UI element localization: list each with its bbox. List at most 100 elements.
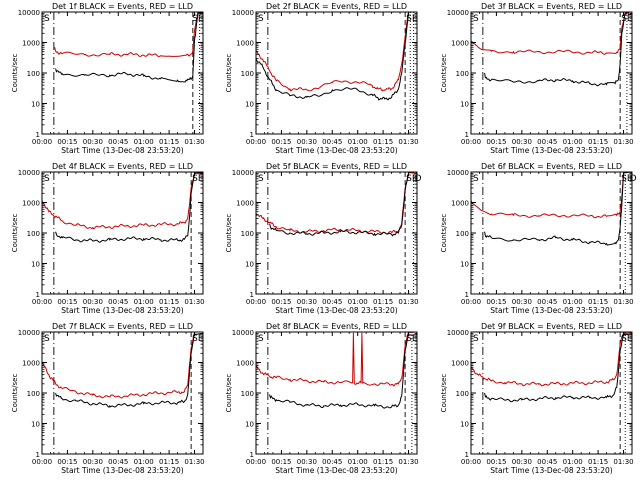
y-tick-label: 10000 bbox=[447, 329, 469, 337]
y-axis-label: Counts/sec bbox=[440, 54, 448, 93]
y-tick-label: 10 bbox=[460, 421, 469, 429]
x-axis-label: Start Time (13-Dec-08 23:53:20) bbox=[490, 466, 612, 475]
x-tick-label: 01:15 bbox=[159, 138, 179, 146]
x-axis-label: Start Time (13-Dec-08 23:53:20) bbox=[61, 466, 183, 475]
series-group bbox=[42, 172, 203, 243]
x-tick-label: 00:45 bbox=[537, 138, 557, 146]
y-axis-label: Counts/sec bbox=[440, 374, 448, 413]
y-tick-label: 1 bbox=[465, 131, 469, 139]
x-tick-label: 00:45 bbox=[537, 458, 557, 466]
plot-frame bbox=[470, 171, 633, 295]
series-line-events bbox=[484, 172, 632, 246]
chart-title: Det 8f BLACK = Events, RED = LLD bbox=[266, 322, 407, 331]
y-tick-label: 1 bbox=[250, 451, 254, 459]
x-tick-label: 00:15 bbox=[486, 138, 506, 146]
chart-title: Det 1f BLACK = Events, RED = LLD bbox=[52, 2, 193, 11]
y-tick-label: 10000 bbox=[232, 329, 254, 337]
x-tick-label: 01:15 bbox=[373, 298, 393, 306]
x-tick-label: 01:30 bbox=[398, 458, 418, 466]
series-line-events bbox=[55, 172, 203, 243]
y-tick-label: 10000 bbox=[18, 169, 40, 177]
x-tick-label: 00:30 bbox=[297, 298, 317, 306]
region-label: S bbox=[473, 14, 479, 24]
y-tick-label: 10000 bbox=[18, 9, 40, 17]
x-tick-label: 00:30 bbox=[297, 458, 317, 466]
x-tick-label: 00:30 bbox=[512, 138, 532, 146]
y-tick-label: 1000 bbox=[451, 200, 469, 208]
x-tick-label: 01:15 bbox=[373, 138, 393, 146]
y-tick-label: 10 bbox=[245, 421, 254, 429]
x-tick-label: 00:30 bbox=[297, 138, 317, 146]
y-tick-label: 100 bbox=[456, 230, 469, 238]
region-label: S bbox=[473, 174, 479, 184]
y-tick-label: 1000 bbox=[451, 40, 469, 48]
x-tick-label: 01:30 bbox=[398, 298, 418, 306]
x-tick-label: 00:00 bbox=[246, 298, 266, 306]
y-tick-label: 1000 bbox=[22, 360, 40, 368]
y-tick-label: 10 bbox=[31, 261, 40, 269]
y-tick-label: 100 bbox=[456, 390, 469, 398]
region-label: S bbox=[258, 14, 264, 24]
plot-frame bbox=[255, 331, 418, 455]
x-tick-label: 00:00 bbox=[246, 458, 266, 466]
chart-title: Det 9f BLACK = Events, RED = LLD bbox=[481, 322, 622, 331]
region-label: D bbox=[415, 174, 422, 184]
series-line-events bbox=[55, 12, 203, 83]
x-tick-label: 00:00 bbox=[461, 298, 481, 306]
y-tick-label: 1000 bbox=[236, 40, 254, 48]
chart-panel-4: Det 4f BLACK = Events, RED = LLD 1 10 100 10… bbox=[11, 162, 205, 315]
x-tick-label: 00:30 bbox=[83, 458, 103, 466]
region-label: SE bbox=[192, 334, 204, 344]
x-tick-label: 01:30 bbox=[613, 298, 633, 306]
y-axis-label: Counts/sec bbox=[225, 54, 233, 93]
series-group bbox=[471, 332, 632, 403]
x-tick-label: 00:00 bbox=[32, 458, 52, 466]
region-label: S bbox=[44, 334, 50, 344]
region-label: SE bbox=[406, 174, 418, 184]
x-tick-label: 01:15 bbox=[373, 458, 393, 466]
y-tick-label: 1 bbox=[465, 451, 469, 459]
y-tick-label: 1 bbox=[36, 451, 40, 459]
region-label: SE bbox=[621, 334, 633, 344]
series-line-lld bbox=[471, 172, 632, 219]
chart-title: Det 5f BLACK = Events, RED = LLD bbox=[266, 162, 407, 171]
x-tick-label: 00:45 bbox=[108, 138, 128, 146]
y-tick-label: 10000 bbox=[18, 329, 40, 337]
y-tick-label: 100 bbox=[241, 230, 254, 238]
series-line-lld bbox=[256, 12, 409, 92]
x-tick-label: 01:00 bbox=[134, 298, 154, 306]
series-line-events bbox=[256, 12, 409, 101]
x-tick-label: 00:00 bbox=[32, 138, 52, 146]
x-tick-label: 00:30 bbox=[83, 298, 103, 306]
y-tick-label: 100 bbox=[27, 230, 40, 238]
x-axis-label: Start Time (13-Dec-08 23:53:20) bbox=[490, 306, 612, 315]
y-tick-label: 1000 bbox=[236, 360, 254, 368]
series-line-events bbox=[269, 332, 417, 409]
x-tick-label: 01:30 bbox=[398, 138, 418, 146]
y-tick-label: 10 bbox=[245, 101, 254, 109]
x-tick-label: 00:15 bbox=[271, 458, 291, 466]
chart-title: Det 2f BLACK = Events, RED = LLD bbox=[266, 2, 407, 11]
x-tick-label: 00:45 bbox=[108, 458, 128, 466]
y-tick-label: 10 bbox=[31, 101, 40, 109]
x-tick-label: 01:30 bbox=[184, 138, 204, 146]
x-tick-label: 00:15 bbox=[486, 298, 506, 306]
x-tick-label: 01:15 bbox=[159, 298, 179, 306]
y-tick-label: 1000 bbox=[22, 40, 40, 48]
series-group bbox=[471, 12, 632, 87]
plot-frame bbox=[255, 11, 418, 135]
x-tick-label: 00:45 bbox=[322, 298, 342, 306]
y-tick-label: 10000 bbox=[447, 9, 469, 17]
region-label: SE bbox=[406, 334, 418, 344]
x-tick-label: 00:00 bbox=[246, 138, 266, 146]
x-tick-label: 00:30 bbox=[83, 138, 103, 146]
x-tick-label: 01:00 bbox=[348, 458, 368, 466]
x-tick-label: 01:15 bbox=[588, 458, 608, 466]
x-tick-label: 01:00 bbox=[563, 298, 583, 306]
series-line-lld bbox=[42, 172, 203, 230]
region-label: S bbox=[258, 174, 264, 184]
plot-frame bbox=[41, 331, 204, 455]
x-tick-label: 01:30 bbox=[184, 298, 204, 306]
chart-panel-2: Det 2f BLACK = Events, RED = LLD 1 10 100 10… bbox=[225, 2, 419, 155]
